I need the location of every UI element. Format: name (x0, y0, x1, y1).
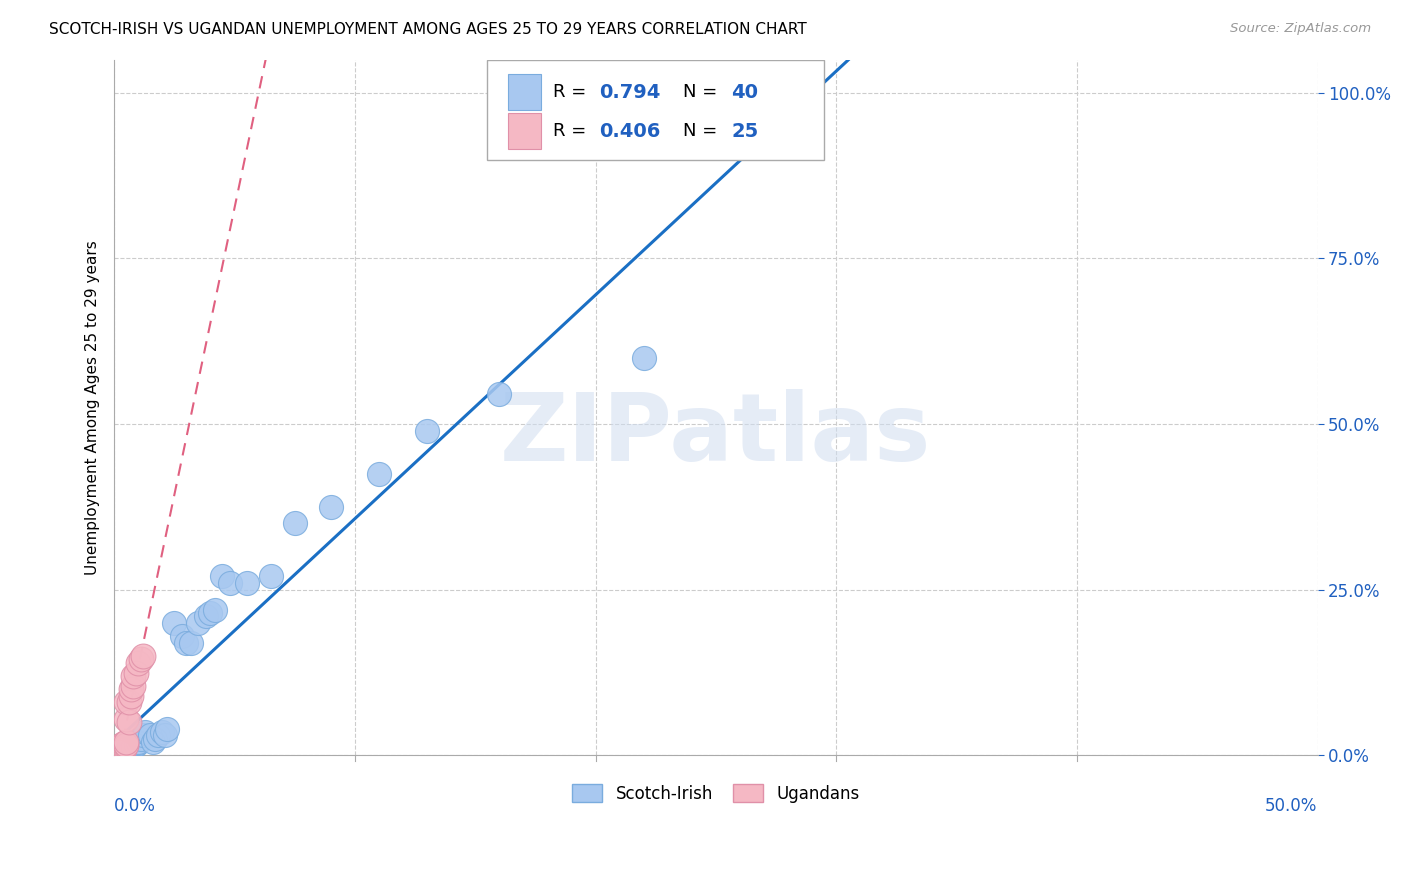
Point (127, 656, 149, 670)
Point (115, 739, 138, 753)
Point (112, 740, 135, 755)
Point (110, 740, 132, 755)
Point (115, 740, 138, 755)
Point (156, 722, 179, 736)
Point (115, 735, 138, 749)
Text: 0.406: 0.406 (599, 122, 661, 141)
Point (211, 569, 233, 583)
Point (125, 739, 148, 753)
Point (120, 741, 142, 756)
Point (180, 636, 202, 650)
Point (127, 736, 149, 750)
Text: R =: R = (554, 122, 592, 140)
Text: R =: R = (554, 83, 592, 102)
Point (170, 629, 193, 643)
Point (112, 739, 135, 753)
Legend: Scotch-Irish, Ugandans: Scotch-Irish, Ugandans (565, 778, 866, 810)
Text: 40: 40 (731, 83, 758, 102)
Point (176, 636, 198, 650)
Point (142, 735, 165, 749)
Point (204, 602, 226, 616)
Point (284, 516, 307, 531)
Point (146, 729, 169, 743)
Point (187, 615, 209, 630)
Point (112, 741, 135, 756)
Point (139, 729, 162, 743)
Point (120, 682, 142, 697)
Text: 0.794: 0.794 (599, 83, 661, 102)
Point (194, 609, 217, 624)
Point (416, 424, 439, 438)
Point (129, 731, 152, 746)
Point (108, 743, 131, 757)
Point (117, 739, 139, 753)
Point (117, 695, 139, 709)
Text: N =: N = (683, 83, 724, 102)
Text: SCOTCH-IRISH VS UGANDAN UNEMPLOYMENT AMONG AGES 25 TO 29 YEARS CORRELATION CHART: SCOTCH-IRISH VS UGANDAN UNEMPLOYMENT AMO… (49, 22, 807, 37)
Bar (508, 74, 541, 111)
Point (122, 669, 145, 683)
Y-axis label: Unemployment Among Ages 25 to 29 years: Unemployment Among Ages 25 to 29 years (86, 240, 100, 574)
Text: 25: 25 (731, 122, 759, 141)
Point (110, 741, 132, 756)
Point (132, 729, 155, 743)
Text: ZIPatlas: ZIPatlas (501, 389, 932, 482)
Text: 50.0%: 50.0% (1265, 797, 1317, 815)
Text: N =: N = (683, 122, 724, 140)
Point (108, 745, 131, 759)
Point (319, 500, 342, 514)
Point (150, 725, 173, 739)
Point (125, 665, 148, 680)
Point (368, 467, 391, 481)
Point (112, 736, 135, 750)
Point (235, 576, 257, 591)
Point (108, 741, 131, 756)
Point (134, 725, 156, 739)
Text: 0.0%: 0.0% (114, 797, 156, 815)
FancyBboxPatch shape (488, 60, 824, 161)
Point (115, 741, 138, 756)
Point (127, 735, 149, 749)
Point (112, 741, 135, 756)
Point (218, 576, 240, 591)
Point (122, 679, 145, 693)
Point (110, 741, 132, 756)
Point (117, 715, 139, 730)
Point (163, 615, 186, 630)
Point (143, 731, 166, 746)
Point (200, 606, 222, 620)
Point (129, 652, 152, 666)
Point (115, 712, 138, 726)
Point (132, 648, 155, 663)
Point (488, 387, 510, 401)
Point (110, 743, 132, 757)
Point (259, 569, 281, 583)
Point (112, 739, 135, 753)
Point (633, 351, 655, 365)
Point (120, 689, 142, 703)
Point (115, 695, 138, 709)
Point (153, 729, 176, 743)
Point (110, 739, 132, 753)
Point (122, 740, 145, 755)
Point (108, 745, 131, 759)
Text: Source: ZipAtlas.com: Source: ZipAtlas.com (1230, 22, 1371, 36)
Bar (508, 113, 541, 149)
